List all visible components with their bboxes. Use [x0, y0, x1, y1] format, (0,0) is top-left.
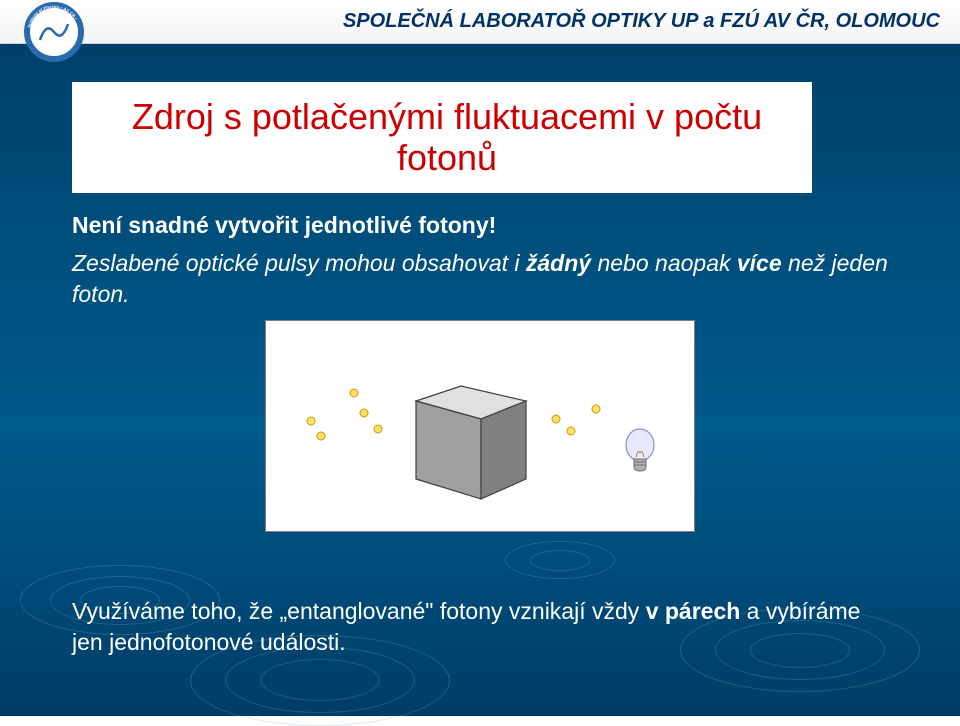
- paragraph-2: Zeslabené optické pulsy mohou obsahovat …: [72, 248, 892, 310]
- p2-em-1: žádný: [526, 250, 591, 276]
- ripple: [505, 541, 615, 580]
- photon-diagram: [265, 320, 695, 532]
- ripple: [530, 550, 590, 571]
- lightbulb-icon: [626, 429, 654, 471]
- p2-em-2: více: [737, 250, 782, 276]
- paragraph-1: Není snadné vytvořit jednotlivé fotony!: [72, 210, 892, 241]
- p3-text-a: Využíváme toho, že „entanglované" fotony…: [72, 598, 646, 624]
- ripple: [260, 659, 380, 701]
- p2-text-a: Zeslabené optické pulsy mohou obsahovat …: [72, 250, 526, 276]
- photon-dot: [307, 417, 315, 425]
- photon-dot: [360, 409, 368, 417]
- institute-logo: Institute of Physics • AS CR •: [24, 2, 84, 62]
- photon-dot: [552, 415, 560, 423]
- p3-em: v párech: [646, 598, 741, 624]
- header-text: SPOLEČNÁ LABORATOŘ OPTIKY UP a FZÚ AV ČR…: [0, 10, 960, 33]
- photon-dot: [567, 427, 575, 435]
- slide: SPOLEČNÁ LABORATOŘ OPTIKY UP a FZÚ AV ČR…: [0, 0, 960, 716]
- p2-text-c: nebo naopak: [591, 250, 737, 276]
- paragraph-3: Využíváme toho, že „entanglované" fotony…: [72, 596, 892, 658]
- photon-dot: [350, 389, 358, 397]
- photon-dot: [592, 405, 600, 413]
- photon-dot: [317, 432, 325, 440]
- title-line-1: Zdroj s potlačenými fluktuacemi v počtu: [106, 96, 788, 137]
- header-bar: SPOLEČNÁ LABORATOŘ OPTIKY UP a FZÚ AV ČR…: [0, 0, 960, 44]
- title-line-2: fotonů: [106, 137, 788, 178]
- photon-dot: [374, 425, 382, 433]
- slide-title: Zdroj s potlačenými fluktuacemi v počtu …: [72, 82, 812, 193]
- cube-icon: [416, 386, 526, 499]
